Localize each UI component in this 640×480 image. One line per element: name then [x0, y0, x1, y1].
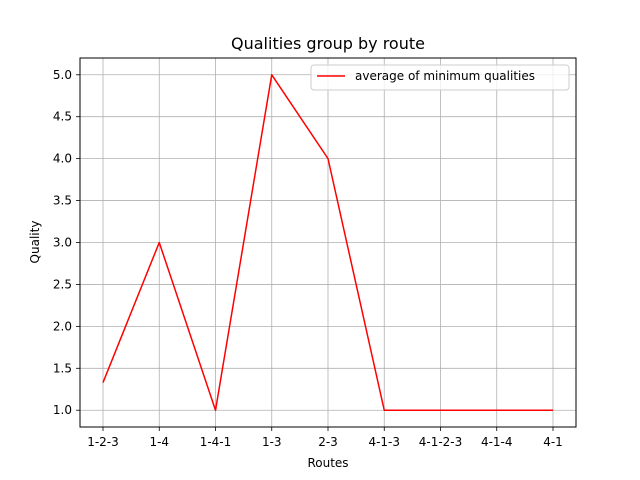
- x-axis-label: Routes: [307, 456, 348, 470]
- y-tick-label: 5.0: [53, 68, 72, 82]
- legend: average of minimum qualities: [310, 64, 570, 91]
- series-layer: [102, 74, 554, 411]
- legend-box: [310, 64, 570, 91]
- x-tick-label: 1-3: [262, 435, 282, 449]
- x-tick-label: 4-1-3: [368, 435, 400, 449]
- legend-label: average of minimum qualities: [355, 69, 535, 83]
- x-tick-label: 2-3: [318, 435, 338, 449]
- y-tick-label: 4.0: [53, 152, 72, 166]
- x-axis-ticks: 1-2-3 1-4 1-4-1 1-3 2-3 4-1-3 4-1-2-3 4-1-4 4-1: [87, 427, 563, 449]
- x-tick-label: 1-4: [149, 435, 169, 449]
- x-tick-label: 1-2-3: [87, 435, 119, 449]
- x-tick-label: 1-4-1: [200, 435, 232, 449]
- x-tick-label: 4-1-4: [481, 435, 513, 449]
- x-tick-label: 4-1: [543, 435, 563, 449]
- y-tick-label: 2.5: [53, 277, 72, 291]
- y-axis-ticks: 1.0 1.5 2.0 2.5 3.0 3.5 4.0 4.5 5.0: [53, 68, 80, 417]
- y-tick-label: 1.5: [53, 361, 72, 375]
- y-tick-label: 3.0: [53, 236, 72, 250]
- y-tick-label: 3.5: [53, 194, 72, 208]
- x-tick-label: 4-1-2-3: [419, 435, 463, 449]
- y-tick-label: 2.0: [53, 319, 72, 333]
- y-tick-label: 4.5: [53, 110, 72, 124]
- chart-title: Qualities group by route: [231, 34, 425, 53]
- y-axis-label: Quality: [28, 221, 42, 264]
- y-tick-label: 1.0: [53, 403, 72, 417]
